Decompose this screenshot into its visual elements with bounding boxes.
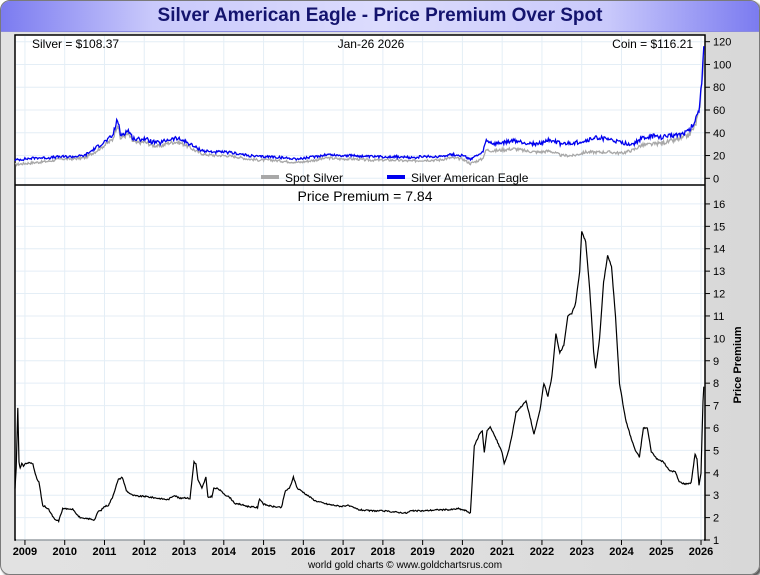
y-tick-label: 15 xyxy=(713,221,725,233)
y-tick-label: 40 xyxy=(713,128,725,140)
premium-y-label: Price Premium xyxy=(732,326,744,403)
x-tick-label: 2023 xyxy=(569,546,593,558)
y-tick-label: 12 xyxy=(713,289,725,301)
date-label: Jan-26 2026 xyxy=(338,37,405,51)
y-tick-label: 14 xyxy=(713,244,725,256)
x-tick-label: 2020 xyxy=(450,546,474,558)
silver-eagle-line xyxy=(14,46,705,162)
x-tick-label: 2025 xyxy=(649,546,673,558)
x-tick-label: 2024 xyxy=(609,546,634,558)
y-tick-label: 6 xyxy=(713,423,719,435)
y-tick-label: 13 xyxy=(713,266,725,278)
x-tick-label: 2013 xyxy=(172,546,196,558)
x-tick-label: 2009 xyxy=(13,546,37,558)
y-tick-label: 16 xyxy=(713,199,725,211)
footer-credit: world gold charts © www.goldchartsrus.co… xyxy=(307,560,502,571)
price-premium-line xyxy=(14,231,705,524)
chart-title: Silver American Eagle - Price Premium Ov… xyxy=(157,5,603,26)
y-tick-label: 1 xyxy=(713,535,719,547)
legend-swatch-spot xyxy=(261,175,279,179)
title-bar: Silver American Eagle - Price Premium Ov… xyxy=(1,1,759,32)
y-tick-label: 3 xyxy=(713,490,719,502)
legend-label-spot: Spot Silver xyxy=(285,171,343,185)
y-tick-label: 0 xyxy=(713,173,719,185)
y-tick-label: 120 xyxy=(713,37,731,49)
silver-price-label: Silver = $108.37 xyxy=(32,37,119,51)
x-tick-label: 2022 xyxy=(530,546,554,558)
y-tick-label: 60 xyxy=(713,105,725,117)
premium-title: Price Premium = 7.84 xyxy=(298,188,433,204)
y-tick-label: 8 xyxy=(713,378,719,390)
x-tick-label: 2011 xyxy=(93,546,117,558)
y-tick-label: 2 xyxy=(713,513,719,525)
x-tick-label: 2016 xyxy=(291,546,315,558)
y-tick-label: 10 xyxy=(713,333,725,345)
x-tick-label: 2015 xyxy=(251,546,275,558)
legend-label-coin: Silver American Eagle xyxy=(411,171,529,185)
plot-area xyxy=(14,34,706,541)
x-tick-label: 2014 xyxy=(212,546,237,558)
y-tick-label: 7 xyxy=(713,401,719,413)
x-tick-label: 2017 xyxy=(331,546,355,558)
x-tick-label: 2026 xyxy=(689,546,713,558)
legend: Spot Silver Silver American Eagle xyxy=(261,171,529,185)
y-tick-label: 80 xyxy=(713,82,725,94)
x-tick-label: 2012 xyxy=(132,546,156,558)
coin-price-label: Coin = $116.21 xyxy=(612,37,693,51)
y-tick-label: 9 xyxy=(713,356,719,368)
y-tick-label: 4 xyxy=(713,468,719,480)
x-tick-label: 2018 xyxy=(371,546,395,558)
y-tick-label: 20 xyxy=(713,151,725,163)
price-series xyxy=(14,46,705,167)
premium-series xyxy=(14,231,705,524)
x-tick-label: 2021 xyxy=(490,546,514,558)
x-tick-label: 2019 xyxy=(410,546,434,558)
x-axis: 2009 2010 2011 2012 2013 2014 2015 2016 2017 2018… xyxy=(13,540,713,558)
legend-swatch-coin xyxy=(387,175,405,179)
grid-lines xyxy=(16,36,704,541)
y-tick-label: 100 xyxy=(713,59,731,71)
x-tick-label: 2010 xyxy=(52,546,76,558)
y-tick-label: 11 xyxy=(713,311,724,323)
price-y-axis: 0 20 40 60 80 100 120 xyxy=(705,37,731,185)
y-tick-label: 5 xyxy=(713,445,719,457)
